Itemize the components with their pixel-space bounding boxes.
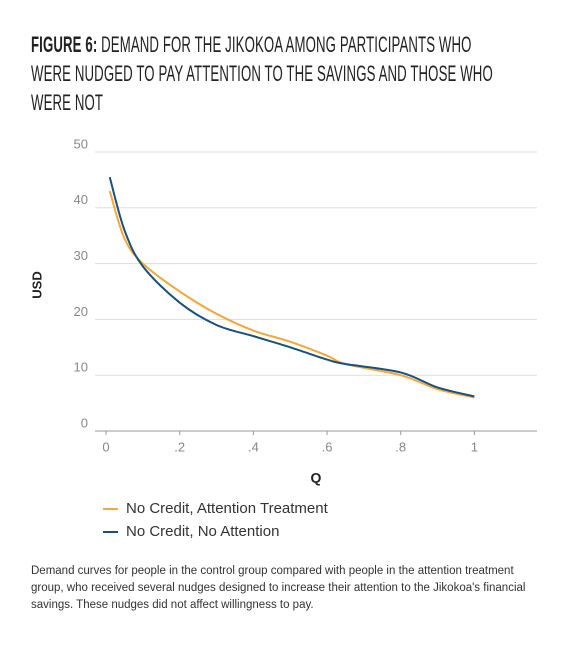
x-tick-label: .8 [395,439,406,454]
x-tick-label: .2 [174,439,185,454]
x-tick-label: .4 [248,439,259,454]
x-tick-label: 0 [102,439,109,454]
y-tick-label: 10 [74,360,88,375]
x-tick-label: 1 [471,439,478,454]
x-tick-label: .6 [322,439,333,454]
y-tick-label: 30 [74,248,88,263]
y-tick-label: 50 [74,136,88,151]
y-axis-label: USD [29,271,44,298]
y-tick-label: 20 [74,304,88,319]
chart-title: DEMAND FOR THE JIKOKOA AMONG PARTICIPANT… [31,32,493,115]
figure-label: FIGURE 6: [31,32,98,57]
legend-label: No Credit, No Attention [126,523,279,540]
series-line [108,190,475,399]
series-line [108,176,475,398]
chart-title-block: FIGURE 6: DEMAND FOR THE JIKOKOA AMONG P… [31,30,505,117]
caption: Demand curves for people in the control … [31,565,526,611]
chart: Q USD 0 10 20 30 40 50 0 .2 .4 .6 .8 1 No Credit, At… [29,136,537,540]
x-axis-label: Q [311,470,322,486]
y-tick-label: 40 [74,192,88,207]
y-tick-label: 0 [81,415,88,430]
legend-label: No Credit, Attention Treatment [126,500,329,517]
